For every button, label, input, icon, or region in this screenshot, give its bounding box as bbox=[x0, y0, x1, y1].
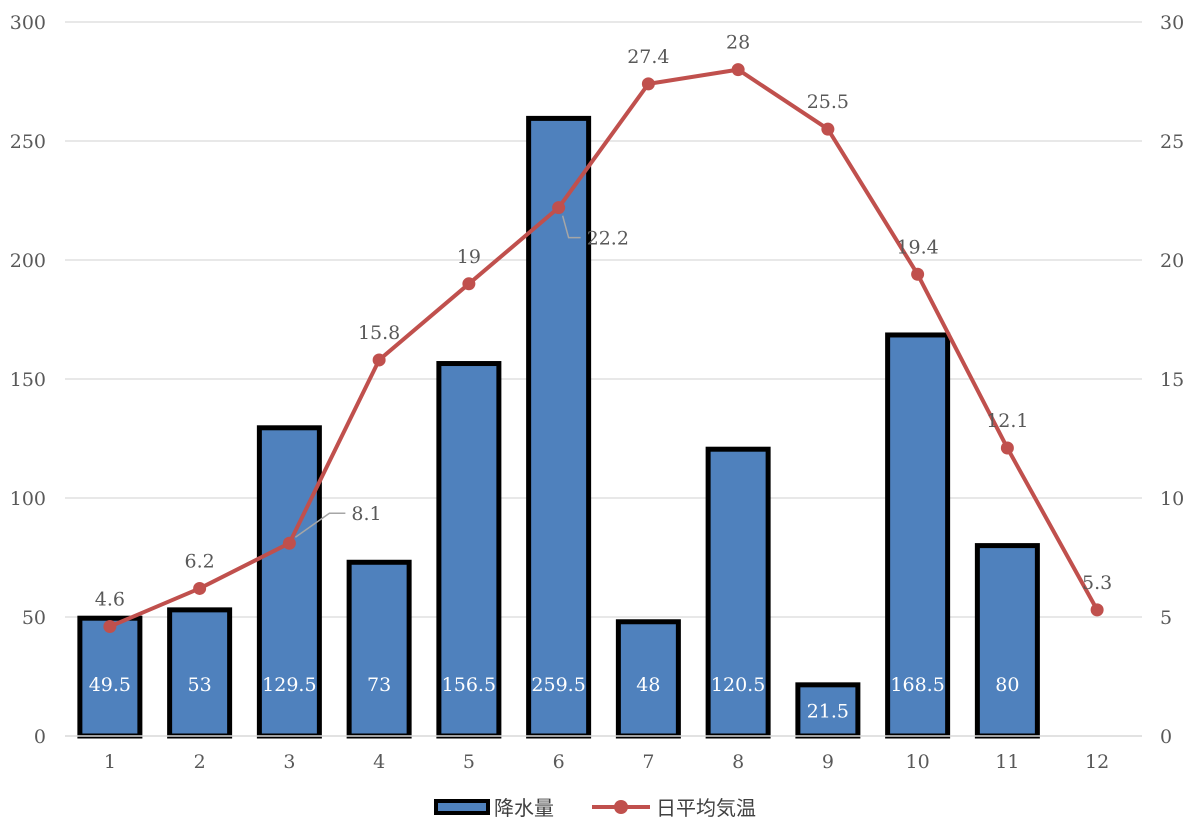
right-tick-label: 15 bbox=[1160, 369, 1184, 391]
bar-data-label: 120.5 bbox=[711, 674, 765, 696]
bar-data-label: 48 bbox=[636, 674, 660, 696]
x-tick-label: 8 bbox=[732, 751, 744, 773]
x-tick-label: 4 bbox=[373, 751, 385, 773]
bar bbox=[615, 619, 681, 739]
line-data-label: 19.4 bbox=[896, 236, 938, 258]
x-tick-label: 1 bbox=[104, 751, 116, 773]
x-tick-label: 12 bbox=[1085, 751, 1109, 773]
line-point bbox=[282, 536, 296, 550]
bar bbox=[705, 446, 771, 739]
line-data-label: 25.5 bbox=[807, 91, 849, 113]
bar-data-label: 49.5 bbox=[89, 674, 131, 696]
line-point bbox=[372, 353, 386, 367]
line-data-label: 22.2 bbox=[587, 228, 629, 250]
left-tick-label: 100 bbox=[10, 488, 46, 510]
x-tick-label: 6 bbox=[553, 751, 565, 773]
x-tick-label: 5 bbox=[463, 751, 475, 773]
bar bbox=[256, 425, 322, 739]
line-data-label: 19 bbox=[457, 246, 481, 268]
legend: 降水量 日平均気温 bbox=[434, 796, 756, 820]
line-point bbox=[1000, 441, 1014, 455]
line-point bbox=[641, 77, 655, 91]
x-tick-label: 7 bbox=[642, 751, 654, 773]
left-tick-label: 250 bbox=[10, 131, 46, 153]
temperature-line bbox=[109, 67, 1099, 629]
line-data-label: 15.8 bbox=[358, 322, 400, 344]
bar-data-label: 168.5 bbox=[890, 674, 944, 696]
legend-label-precipitation: 降水量 bbox=[494, 796, 554, 820]
line-data-label: 4.6 bbox=[95, 589, 125, 611]
line-data-label: 28 bbox=[726, 32, 750, 54]
legend-swatch-precipitation bbox=[434, 799, 490, 815]
bar-data-label: 53 bbox=[188, 674, 212, 696]
left-axis-ticks: 0 50 100 150 200 250 300 bbox=[10, 12, 46, 748]
bar bbox=[346, 559, 412, 739]
line-data-label: 5.3 bbox=[1082, 572, 1112, 594]
x-tick-label: 9 bbox=[822, 751, 834, 773]
line-point bbox=[821, 122, 835, 136]
data-labels: 49.5 53 129.5 73 156.5 259.5 48 120.5 21.5 168.5 8… bbox=[89, 32, 1113, 723]
line-point bbox=[193, 581, 207, 595]
left-tick-label: 200 bbox=[10, 250, 46, 272]
line-point bbox=[1090, 603, 1104, 617]
right-tick-label: 0 bbox=[1160, 726, 1172, 748]
left-tick-label: 300 bbox=[10, 12, 46, 34]
line-point bbox=[552, 201, 566, 215]
bar-data-label: 73 bbox=[367, 674, 391, 696]
left-tick-label: 0 bbox=[34, 726, 46, 748]
bar-series-precipitation bbox=[77, 115, 1040, 739]
line-data-label: 8.1 bbox=[351, 503, 381, 525]
right-axis-ticks: 0 5 10 15 20 25 30 bbox=[1160, 12, 1184, 748]
x-tick-label: 11 bbox=[995, 751, 1019, 773]
left-tick-label: 50 bbox=[22, 607, 46, 629]
leader-line bbox=[561, 215, 581, 239]
line-point bbox=[462, 277, 476, 291]
x-axis-ticks: 1 2 3 4 5 6 7 8 9 10 11 12 bbox=[104, 751, 1109, 773]
bar bbox=[436, 361, 502, 739]
bar-data-label: 21.5 bbox=[807, 700, 849, 722]
right-tick-label: 10 bbox=[1160, 488, 1184, 510]
line-point bbox=[103, 620, 117, 634]
legend-label-temperature: 日平均気温 bbox=[656, 796, 756, 820]
bar bbox=[974, 543, 1040, 739]
line-data-label: 12.1 bbox=[986, 410, 1028, 432]
left-tick-label: 150 bbox=[10, 369, 46, 391]
right-tick-label: 20 bbox=[1160, 250, 1184, 272]
bar bbox=[167, 607, 233, 739]
x-tick-label: 2 bbox=[194, 751, 206, 773]
bar-data-label: 156.5 bbox=[442, 674, 496, 696]
bar bbox=[526, 115, 592, 739]
line-series-temperature bbox=[103, 63, 1104, 634]
bar bbox=[885, 332, 951, 739]
right-tick-label: 25 bbox=[1160, 131, 1184, 153]
gridlines bbox=[65, 21, 1142, 618]
bar-data-label: 129.5 bbox=[262, 674, 316, 696]
bar-data-label: 259.5 bbox=[531, 674, 585, 696]
line-data-label: 6.2 bbox=[185, 550, 215, 572]
x-tick-label: 10 bbox=[906, 751, 930, 773]
line-data-label: 27.4 bbox=[627, 46, 669, 68]
right-tick-label: 30 bbox=[1160, 12, 1184, 34]
legend-swatch-temperature-marker bbox=[614, 800, 628, 814]
right-tick-label: 5 bbox=[1160, 607, 1172, 629]
leader-line bbox=[294, 512, 346, 538]
bar-data-label: 80 bbox=[995, 674, 1019, 696]
line-point bbox=[911, 267, 925, 281]
line-point bbox=[731, 63, 745, 77]
x-tick-label: 3 bbox=[283, 751, 295, 773]
